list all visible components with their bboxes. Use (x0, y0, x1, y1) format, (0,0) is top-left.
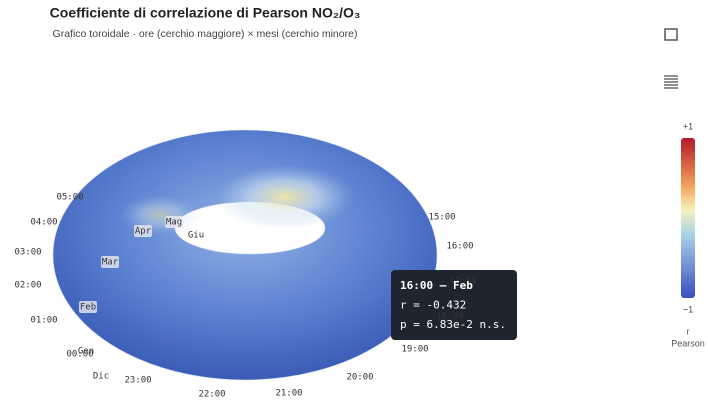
image-icon[interactable] (664, 28, 678, 41)
month-label-box (79, 301, 97, 313)
colorbar-title: r (687, 326, 690, 336)
month-label: Mag (166, 218, 182, 228)
month-label: Apr (135, 227, 152, 237)
month-label: Gen (78, 347, 94, 357)
hour-label: 17:00 (449, 277, 476, 287)
toolbar (664, 28, 678, 89)
hour-label: 02:00 (14, 281, 41, 291)
month-label-box (134, 225, 152, 237)
month-label-box (101, 256, 119, 268)
tooltip (391, 270, 517, 340)
colorbar-tick-label: +1 (683, 121, 693, 131)
month-label: Mar (102, 258, 119, 268)
colorbar-tick-label: −1 (683, 304, 693, 314)
torus-surface (52, 129, 438, 381)
month-label: Dic (93, 372, 109, 382)
hour-label: 19:00 (401, 345, 428, 355)
month-label-box (165, 216, 183, 228)
chart-title: Coefficiente di correlazione di Pearson … (50, 5, 361, 21)
month-label: Feb (80, 303, 96, 313)
tooltip-line: 16:00 — Feb (400, 279, 473, 292)
tooltip-line: r = -0.432 (400, 299, 466, 312)
hour-label: 00:00 (66, 350, 93, 360)
hour-label: 15:00 (428, 213, 455, 223)
chart-subtitle: Grafico toroidale · ore (cerchio maggior… (53, 28, 358, 40)
colorbar (681, 138, 695, 298)
hour-label: 03:00 (14, 248, 41, 258)
hour-label: 05:00 (56, 193, 83, 203)
hour-label: 16:00 (446, 242, 473, 252)
hour-label: 20:00 (346, 373, 373, 383)
hour-label: 01:00 (30, 316, 57, 326)
hour-label: 18:00 (436, 312, 463, 322)
hour-label: 04:00 (30, 218, 57, 228)
hour-label: 21:00 (275, 389, 302, 399)
data-icon[interactable] (664, 75, 678, 89)
month-label: Giu (188, 231, 204, 241)
tooltip-line: p = 6.83e-2 n.s. (400, 318, 506, 331)
hour-label: 23:00 (124, 376, 151, 386)
colorbar-title: Pearson (671, 338, 705, 348)
hour-label: 22:00 (198, 390, 225, 400)
